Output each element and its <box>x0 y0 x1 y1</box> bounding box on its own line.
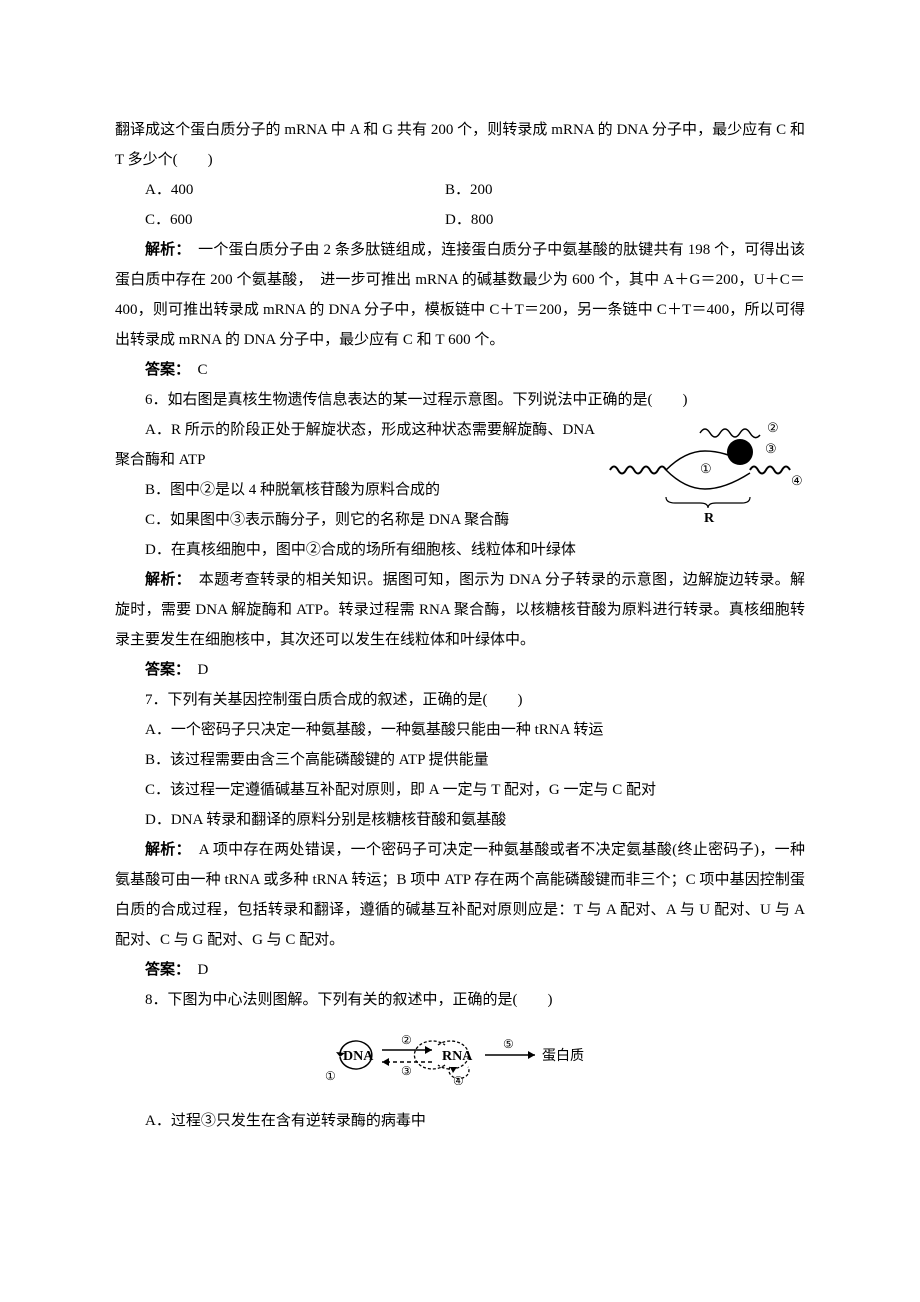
q6-option-a: A．R 所示的阶段正处于解旋状态，形成这种状态需要解旋酶、DNA 聚合酶和 AT… <box>115 415 595 475</box>
q6-option-d: D．在真核细胞中，图中②合成的场所有细胞核、线粒体和叶绿体 <box>115 535 805 565</box>
q5-option-b: B．200 <box>445 175 805 205</box>
q7-stem: 7．下列有关基因控制蛋白质合成的叙述，正确的是( ) <box>115 685 805 715</box>
q6-analysis-text: 本题考查转录的相关知识。据图可知，图示为 DNA 分子转录的示意图，边解旋边转录… <box>115 572 805 648</box>
q5-options-row2: C．600 D．800 <box>145 205 805 235</box>
q6-option-b: B．图中②是以 4 种脱氧核苷酸为原料合成的 <box>115 475 595 505</box>
q8-label-1: ① <box>325 1069 336 1083</box>
q6-label-1: ① <box>700 461 712 476</box>
q6-wrapper: ② ③ ① ④ R 6．如右图是真核生物遗传信息表达的某一过程示意图。下列说法中… <box>115 385 805 535</box>
q7-analysis-label: 解析： <box>145 842 183 858</box>
q7-option-b: B．该过程需要由含三个高能磷酸键的 ATP 提供能量 <box>115 745 805 775</box>
q7-analysis: 解析： A 项中存在两处错误，一个密码子可决定一种氨基酸或者不决定氨基酸(终止密… <box>115 835 805 955</box>
q6-analysis: 解析： 本题考查转录的相关知识。据图可知，图示为 DNA 分子转录的示意图，边解… <box>115 565 805 655</box>
q7-option-a: A．一个密码子只决定一种氨基酸，一种氨基酸只能由一种 tRNA 转运 <box>115 715 805 745</box>
q5-answer-label: 答案： <box>145 362 183 378</box>
q8-central-dogma-diagram: ① DNA ② ③ RNA ④ ⑤ 蛋白质 <box>115 1025 805 1096</box>
q5-analysis-label: 解析： <box>145 242 183 258</box>
q5-answer-text: C <box>183 362 208 378</box>
q8-label-4: ④ <box>453 1074 464 1085</box>
q5-stem-continuation: 翻译成这个蛋白质分子的 mRNA 中 A 和 G 共有 200 个，则转录成 m… <box>115 115 805 175</box>
q7-option-c: C．该过程一定遵循碱基互补配对原则，即 A 一定与 T 配对，G 一定与 C 配… <box>115 775 805 805</box>
q8-protein-label: 蛋白质 <box>542 1048 584 1064</box>
q5-option-d: D．800 <box>445 205 805 235</box>
q8-stem: 8．下图为中心法则图解。下列有关的叙述中，正确的是( ) <box>115 985 805 1015</box>
q6-transcription-diagram: ② ③ ① ④ R <box>605 415 805 525</box>
q8-dna-label: DNA <box>343 1049 374 1064</box>
q7-answer-label: 答案： <box>145 962 183 978</box>
q7-answer-text: D <box>183 962 209 978</box>
q6-answer-label: 答案： <box>145 662 183 678</box>
q8-label-2: ② <box>401 1033 412 1047</box>
q8-option-a: A．过程③只发生在含有逆转录酶的病毒中 <box>115 1106 805 1136</box>
q6-label-r: R <box>704 511 715 525</box>
q7-answer: 答案： D <box>115 955 805 985</box>
q6-label-4: ④ <box>791 473 803 488</box>
q6-label-3: ③ <box>765 441 777 456</box>
q6-answer: 答案： D <box>115 655 805 685</box>
q7-analysis-text: A 项中存在两处错误，一个密码子可决定一种氨基酸或者不决定氨基酸(终止密码子)，… <box>115 842 805 948</box>
q5-option-c: C．600 <box>145 205 445 235</box>
q5-options-row1: A．400 B．200 <box>145 175 805 205</box>
q5-option-a: A．400 <box>145 175 445 205</box>
q5-analysis-text: 一个蛋白质分子由 2 条多肽链组成，连接蛋白质分子中氨基酸的肽键共有 198 个… <box>115 242 805 348</box>
q6-analysis-label: 解析： <box>145 572 183 588</box>
q8-label-3: ③ <box>401 1064 412 1078</box>
q8-label-5: ⑤ <box>503 1037 514 1051</box>
q7-option-d: D．DNA 转录和翻译的原料分别是核糖核苷酸和氨基酸 <box>115 805 805 835</box>
q8-rna-label: RNA <box>442 1049 473 1064</box>
q6-label-2: ② <box>767 420 779 435</box>
q6-answer-text: D <box>183 662 209 678</box>
q6-stem: 6．如右图是真核生物遗传信息表达的某一过程示意图。下列说法中正确的是( ) <box>115 385 805 415</box>
q5-analysis: 解析： 一个蛋白质分子由 2 条多肽链组成，连接蛋白质分子中氨基酸的肽键共有 1… <box>115 235 805 355</box>
q5-answer: 答案： C <box>115 355 805 385</box>
